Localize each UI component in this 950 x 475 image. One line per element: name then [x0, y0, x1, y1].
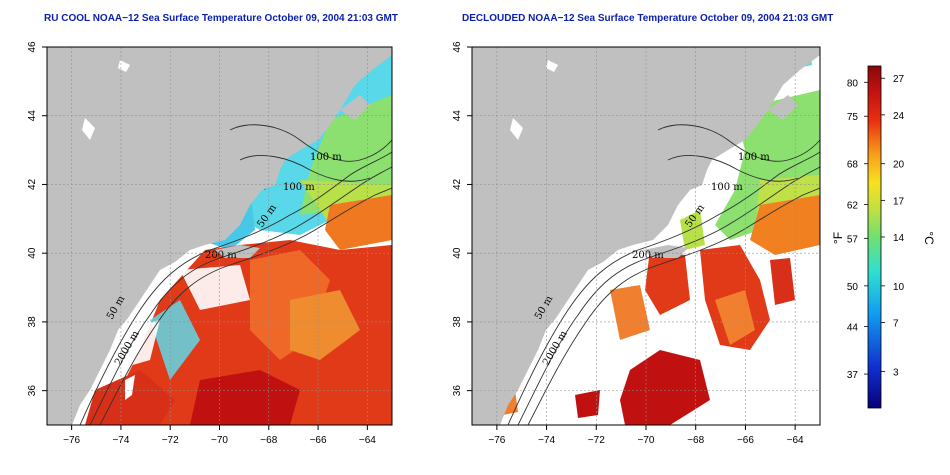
- right-x-tick-label: −76: [488, 435, 505, 446]
- fahrenheit-tick-label: 68: [847, 160, 859, 171]
- right-x-tick-label: −74: [538, 435, 555, 446]
- left-x-tick-label: −76: [63, 435, 80, 446]
- right-x-tick-label: −64: [787, 435, 804, 446]
- right-y-tick-label: 36: [452, 385, 463, 397]
- colorbar-ticks: 27 24 20 17 14 10 7 3 80 75 68 62 57 50 44 37: [847, 74, 905, 381]
- left-x-tick-label: −64: [359, 435, 376, 446]
- left-y-tick-label: 38: [27, 316, 38, 328]
- celsius-tick-label: 20: [893, 160, 905, 171]
- left-contour-label-100m: 100 m: [310, 152, 342, 163]
- celsius-tick-label: 7: [893, 319, 899, 330]
- right-contour-label-100m-2: 100 m: [711, 182, 743, 193]
- left-y-tick-label: 44: [27, 110, 38, 122]
- celsius-tick-label: 17: [893, 196, 905, 207]
- fahrenheit-tick-label: 37: [847, 370, 859, 381]
- fahrenheit-tick-label: 50: [847, 282, 859, 293]
- right-panel-title: DECLOUDED NOAA−12 Sea Surface Temperatur…: [462, 13, 833, 24]
- right-contour-label-200m: 200 m: [632, 250, 664, 261]
- right-x-tick-label: −70: [638, 435, 655, 446]
- left-x-tick-label: −72: [162, 435, 179, 446]
- right-x-tick-label: −68: [687, 435, 704, 446]
- right-axis-ticks: −76 −74 −72 −70 −68 −66 −64 36 38 40 42 44 46: [452, 41, 804, 446]
- colorbar-gradient: [867, 65, 882, 409]
- fahrenheit-tick-label: 57: [847, 234, 859, 245]
- left-y-tick-label: 46: [27, 41, 38, 53]
- right-y-tick-label: 44: [452, 110, 463, 122]
- left-grid: [47, 46, 392, 425]
- fahrenheit-tick-label: 44: [847, 323, 859, 334]
- left-x-tick-label: −74: [112, 435, 129, 446]
- left-sst-field: [50, 47, 392, 425]
- fahrenheit-tick-label: 75: [847, 112, 859, 123]
- right-y-tick-label: 40: [452, 247, 463, 259]
- left-map: 100 m 100 m 50 m 200 m 50 m 2000 m −76 −7…: [27, 41, 393, 446]
- right-y-tick-label: 46: [452, 41, 463, 53]
- colorbar: 27 24 20 17 14 10 7 3 80 75 68 62 57 50 44 37 °F °C: [831, 65, 936, 409]
- left-x-tick-label: −68: [260, 435, 277, 446]
- right-y-tick-label: 38: [452, 316, 463, 328]
- left-panel-title: RU COOL NOAA−12 Sea Surface Temperature …: [44, 13, 398, 24]
- left-y-tick-label: 42: [27, 178, 38, 190]
- celsius-tick-label: 3: [893, 367, 899, 378]
- right-y-tick-label: 42: [452, 178, 463, 190]
- right-x-tick-label: −66: [737, 435, 754, 446]
- left-contour-label-200m: 200 m: [205, 250, 237, 261]
- celsius-tick-label: 27: [893, 74, 905, 85]
- left-axis-ticks: −76 −74 −72 −70 −68 −66 −64 36 38 40 42 44 46: [27, 41, 376, 446]
- fahrenheit-tick-label: 80: [847, 78, 859, 89]
- left-y-tick-label: 36: [27, 385, 38, 397]
- celsius-tick-label: 10: [893, 282, 905, 293]
- celsius-tick-label: 24: [893, 111, 905, 122]
- left-x-tick-label: −70: [211, 435, 228, 446]
- fahrenheit-tick-label: 62: [847, 200, 859, 211]
- celsius-tick-label: 14: [893, 233, 905, 244]
- right-x-tick-label: −72: [588, 435, 605, 446]
- right-map: 100 m 100 m 50 m 200 m 50 m 2000 m −76 −7…: [452, 41, 821, 446]
- right-contour-label-100m: 100 m: [738, 152, 770, 163]
- left-x-tick-label: −66: [310, 435, 327, 446]
- celsius-unit-label: °C: [922, 231, 936, 245]
- fahrenheit-unit-label: °F: [831, 232, 845, 244]
- left-contour-label-100m-2: 100 m: [283, 182, 315, 193]
- left-y-tick-label: 40: [27, 247, 38, 259]
